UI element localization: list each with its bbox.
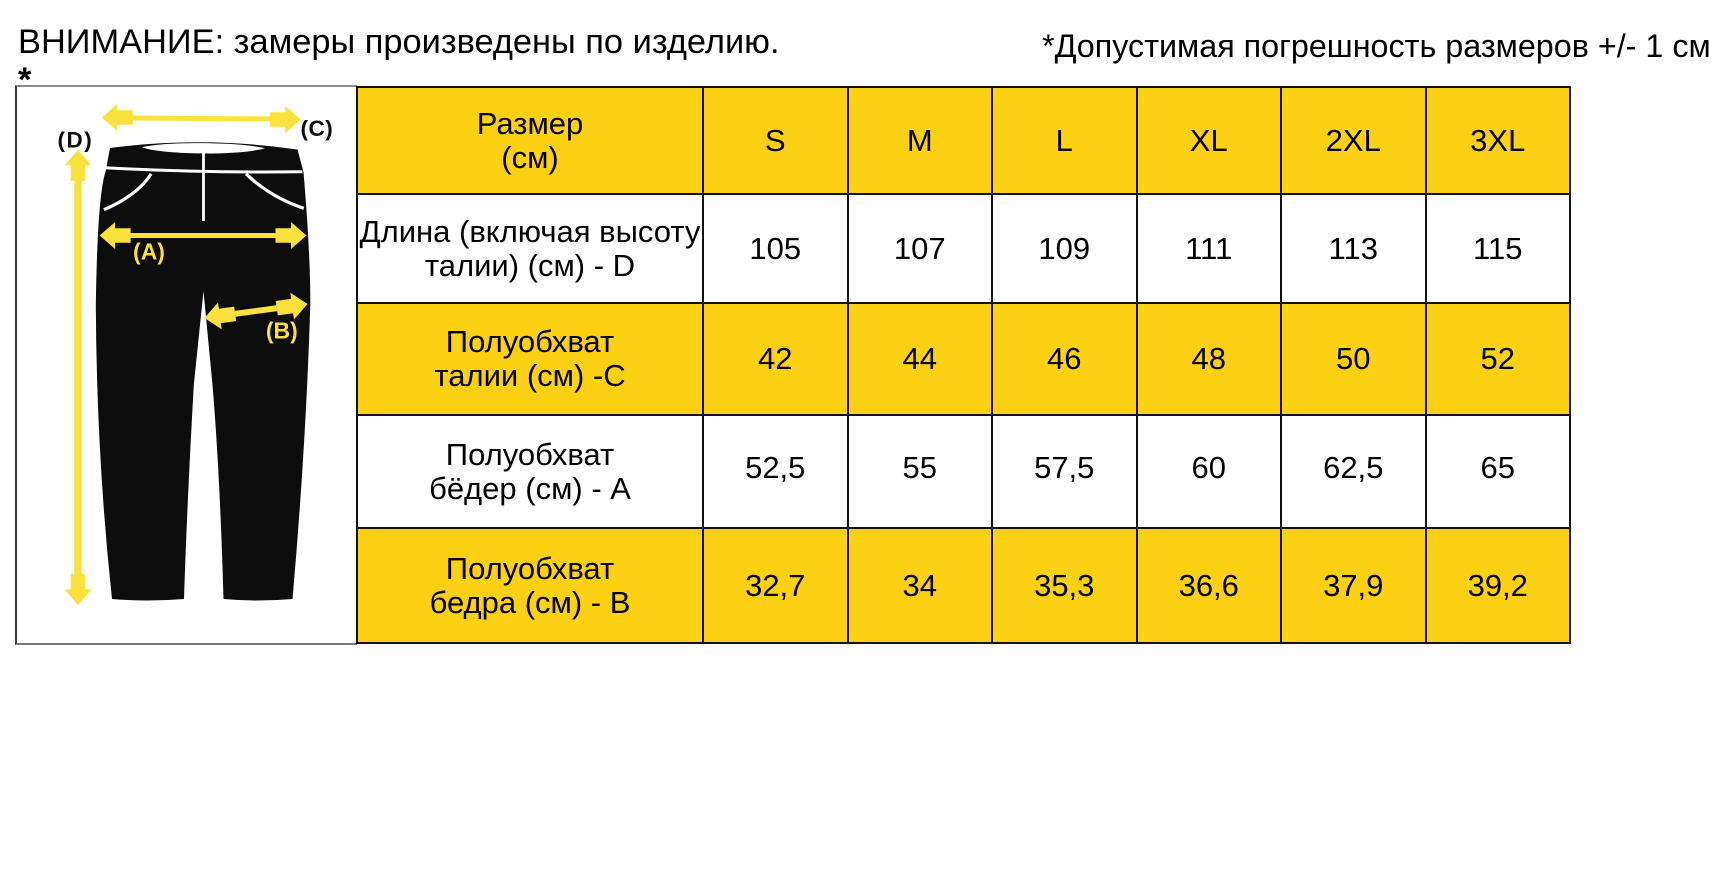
svg-text:(C): (C) — [301, 116, 334, 141]
svg-text:(D): (D) — [58, 127, 94, 152]
svg-text:(B): (B) — [266, 317, 298, 343]
svg-text:(A): (A) — [133, 239, 165, 265]
